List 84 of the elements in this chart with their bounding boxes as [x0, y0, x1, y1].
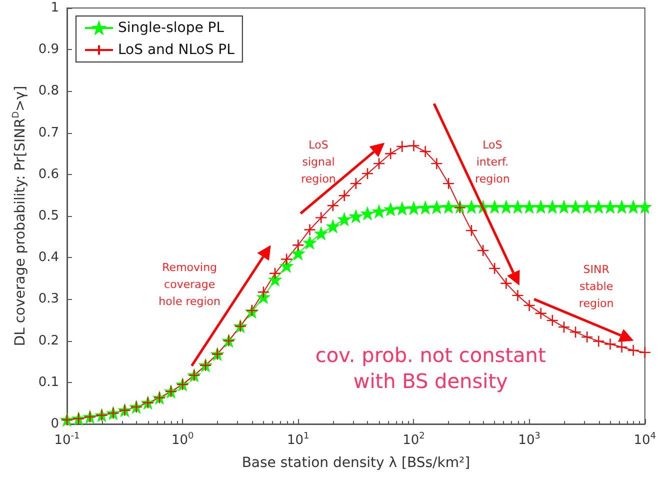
point: [350, 177, 362, 190]
point: [558, 200, 570, 213]
point: [616, 200, 628, 213]
point: [326, 200, 340, 212]
point: [419, 202, 432, 214]
point: [523, 299, 536, 312]
y-tick-label: 0.6: [38, 166, 59, 182]
point: [523, 200, 536, 213]
point: [338, 213, 350, 226]
point: [500, 200, 512, 213]
point: [408, 140, 420, 152]
point: [430, 157, 443, 170]
point: [616, 340, 628, 354]
legend-label: LoS and NLoS PL: [118, 42, 235, 58]
point: [372, 157, 386, 170]
point: [627, 344, 640, 356]
point: [384, 148, 397, 160]
y-axis-title: DL coverage probability: Pr[SINRD>γ]: [11, 86, 28, 346]
point: [476, 244, 490, 257]
point: [500, 277, 512, 290]
y-tick-label: 0.9: [38, 42, 59, 58]
point: [396, 202, 408, 215]
y-tick-label: 0.1: [38, 374, 59, 390]
point: [546, 314, 559, 327]
point: [304, 224, 316, 236]
point: [292, 247, 304, 260]
y-tick-label: 0: [50, 416, 59, 432]
point: [512, 200, 524, 213]
point: [304, 236, 316, 249]
annotation: Removing coverage hole region: [158, 261, 221, 308]
point: [604, 200, 616, 213]
annotation: cov. prob. not constant with BS density: [315, 342, 546, 393]
point: [638, 200, 651, 213]
point: [580, 330, 594, 344]
point: [315, 212, 328, 224]
point: [627, 200, 640, 213]
point: [442, 177, 455, 190]
point: [372, 205, 386, 218]
point: [396, 140, 408, 153]
point: [580, 200, 594, 213]
point: [569, 326, 582, 338]
point: [558, 320, 570, 334]
y-tick-label: 1: [50, 0, 59, 16]
y-tick-label: 0.8: [38, 84, 59, 99]
point: [534, 200, 547, 213]
point: [465, 200, 478, 213]
point: [361, 167, 374, 180]
point: [326, 220, 340, 232]
annotation: LoS signal region: [301, 138, 336, 186]
point: [268, 274, 282, 286]
point: [488, 262, 501, 275]
point: [488, 200, 501, 213]
point: [419, 145, 432, 158]
point: [257, 286, 270, 298]
annotation: SINR stable region: [578, 263, 614, 310]
point: [350, 210, 362, 223]
point: [592, 335, 605, 348]
point: [512, 289, 524, 302]
point: [292, 239, 304, 252]
point: [569, 200, 582, 213]
y-tick-label: 0.2: [38, 333, 59, 348]
y-tick-label: 0.4: [38, 250, 59, 266]
point: [384, 203, 397, 216]
point: [638, 346, 651, 359]
annotation: LoS interf. region: [475, 138, 510, 186]
point: [465, 224, 478, 237]
legend-label: Single-slope PL: [118, 20, 224, 36]
point: [546, 200, 559, 213]
point: [534, 307, 547, 320]
point: [430, 201, 443, 214]
point: [338, 190, 350, 202]
x-axis-title: Base station density λ [BSs/km²]: [242, 455, 470, 471]
y-tick-label: 0.7: [38, 125, 59, 140]
point: [592, 200, 605, 213]
point: [280, 260, 293, 272]
point: [604, 338, 616, 350]
y-tick-label: 0.3: [38, 292, 59, 307]
point: [268, 267, 282, 280]
point: [442, 200, 455, 213]
point: [280, 253, 293, 266]
point: [361, 207, 374, 220]
point: [315, 227, 328, 240]
point: [408, 202, 420, 214]
y-tick-label: 0.5: [38, 208, 59, 224]
